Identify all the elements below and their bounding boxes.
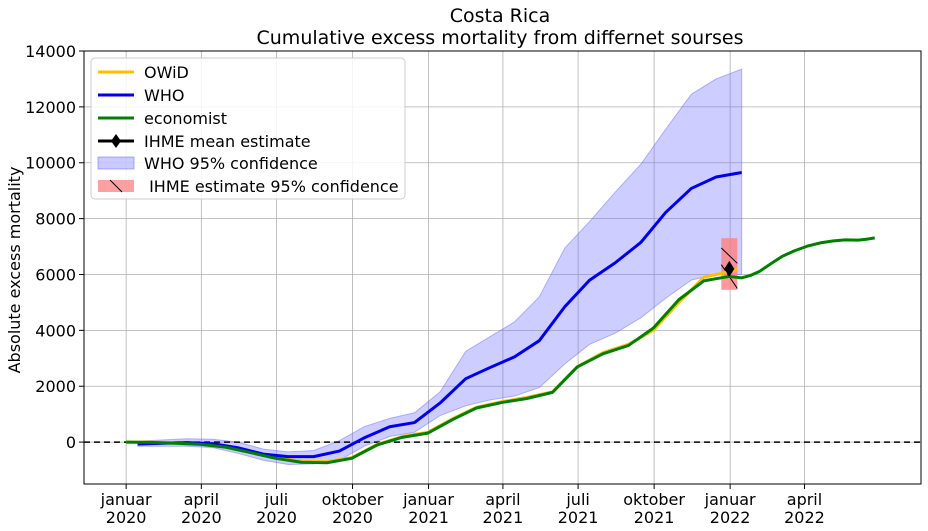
y-tick-label-6: 12000 (25, 98, 76, 117)
y-tick-label-7: 14000 (25, 42, 76, 61)
x-tick-year-1: 2020 (181, 508, 222, 527)
legend-who-ci-swatch (97, 156, 135, 170)
plot-area (84, 68, 921, 465)
chart-title: Costa Rica (450, 5, 551, 27)
x-tick-year-8: 2022 (710, 508, 751, 527)
y-tick-label-5: 10000 (25, 154, 76, 173)
x-tick-year-4: 2021 (408, 508, 449, 527)
x-tick-label-9: april (787, 490, 822, 509)
x-tick-year-9: 2022 (784, 508, 825, 527)
who-line (137, 171, 742, 459)
x-axis-ticks: januar2020april2020juli2020oktober2020ja… (100, 484, 825, 527)
ihme-confidence-hatch-1 (720, 247, 738, 264)
legend-economist-label: economist (144, 109, 227, 128)
y-axis-label: Absolute excess mortality (5, 167, 24, 374)
x-tick-label-8: januar (704, 490, 756, 509)
x-tick-label-0: januar (100, 490, 152, 509)
legend-frame (90, 57, 406, 200)
legend: OWiD WHO economist IHME mean estimate WH… (90, 57, 406, 200)
x-tick-label-3: oktober (322, 490, 384, 509)
x-tick-year-0: 2020 (106, 508, 147, 527)
x-tick-label-1: april (184, 490, 219, 509)
y-tick-label-0: 0 (66, 433, 76, 452)
x-tick-year-3: 2020 (332, 508, 373, 527)
legend-owid-label: OWiD (144, 63, 189, 82)
economist-line (126, 236, 875, 465)
legend-ihme-ci-label: IHME estimate 95% confidence (144, 177, 399, 196)
y-tick-label-4: 8000 (35, 210, 76, 229)
legend-who-label: WHO (144, 86, 184, 105)
x-tick-year-2: 2020 (256, 508, 297, 527)
x-tick-label-4: januar (402, 490, 454, 509)
x-tick-label-5: april (485, 490, 520, 509)
x-tick-label-2: juli (264, 490, 288, 509)
ihme-mean-marker (724, 260, 735, 277)
x-tick-year-5: 2021 (483, 508, 524, 527)
x-tick-label-7: oktober (623, 490, 685, 509)
legend-ihme-ci-hatch (109, 179, 123, 193)
legend-ihme-mean-diamond (111, 134, 121, 148)
chart-subtitle: Cumulative excess mortality from differn… (257, 27, 744, 49)
y-tick-label-3: 6000 (35, 265, 76, 284)
x-tick-year-6: 2021 (558, 508, 599, 527)
x-tick-label-6: juli (565, 490, 589, 509)
x-tick-year-7: 2021 (634, 508, 675, 527)
legend-who-ci-label: WHO 95% confidence (144, 154, 318, 173)
y-axis-ticks: 0 2000 4000 6000 8000 10000 12000 14000 (25, 42, 84, 452)
y-tick-label-1: 2000 (35, 377, 76, 396)
y-tick-label-2: 4000 (35, 321, 76, 340)
legend-ihme-mean-label: IHME mean estimate (144, 132, 311, 151)
